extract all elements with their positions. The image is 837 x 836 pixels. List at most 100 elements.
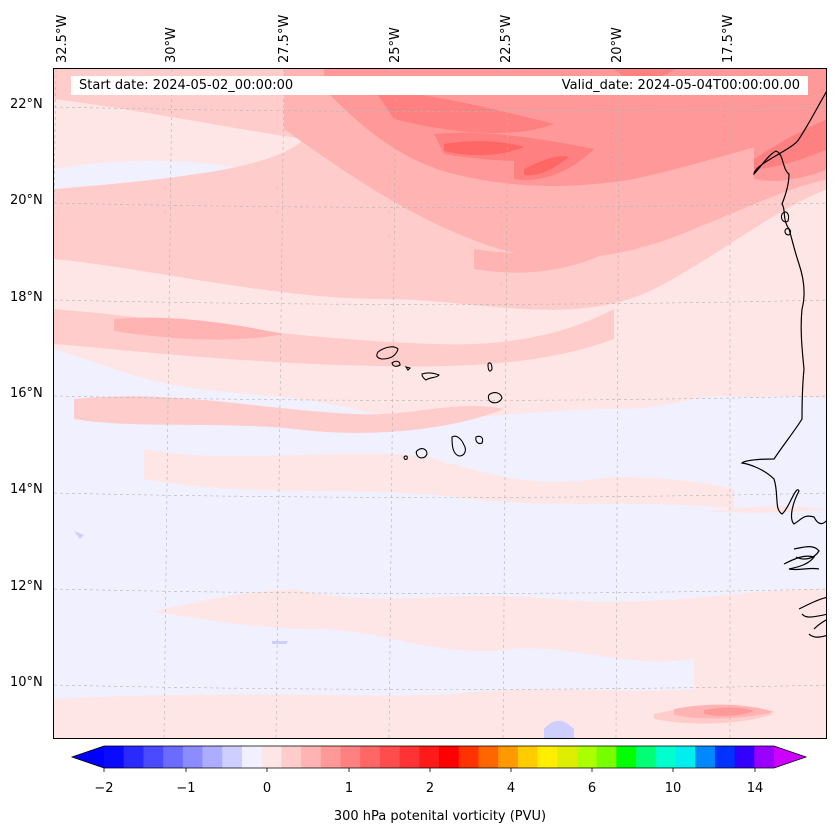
lat-label-22n: 22°N [10, 97, 43, 112]
lon-label-22-5w: 22.5°W [499, 14, 514, 63]
coastline-west-africa [793, 546, 820, 560]
island-brava [403, 455, 408, 460]
colorbar-segment [714, 746, 736, 768]
pv-contour-medium-pink [474, 229, 644, 273]
pv-contour-salmon [704, 707, 754, 716]
coastline-west-africa [783, 555, 820, 571]
gridline-lon [388, 69, 397, 738]
colorbar-tick-label: 14 [746, 781, 764, 796]
gridline-lon [502, 69, 509, 738]
colorbar-segment [439, 746, 460, 768]
island-sao-vicente [391, 360, 401, 367]
colorbar-segment [478, 746, 499, 768]
pv-contour-blue-speck [74, 531, 84, 539]
lon-label-17-5w: 17.5°W [721, 14, 736, 63]
pv-contour-light-blue [434, 396, 826, 492]
island-sal [487, 362, 493, 372]
colorbar-segment [517, 746, 539, 768]
cape-verde-islands [376, 346, 503, 460]
colorbar-segment [360, 746, 381, 768]
colorbar-segment [379, 746, 401, 768]
lon-label-20w: 20°W [610, 27, 625, 63]
colorbar-segment [537, 746, 558, 768]
graticule [54, 69, 826, 738]
lat-label-10n: 10°N [10, 675, 43, 690]
pv-contour-light-pink [144, 449, 734, 509]
colorbar-segment [576, 746, 598, 768]
island-santo-antao [376, 346, 399, 360]
colorbar-segment [596, 746, 617, 768]
colorbar-segment [675, 746, 696, 768]
pv-contour-red [754, 119, 826, 169]
pv-contour-red [524, 156, 569, 176]
colorbar-tick-label: 4 [506, 781, 516, 796]
colorbar-segment [458, 746, 479, 768]
colorbar-segment [320, 746, 341, 768]
colorbar-segment [202, 746, 223, 768]
colorbar-segment [222, 746, 243, 768]
pv-contour-red [444, 141, 524, 156]
colorbar-segment [301, 746, 322, 768]
colorbar-segment [281, 746, 302, 768]
colorbar-segment [104, 746, 125, 768]
pv-contour-medium-pink [114, 317, 284, 340]
pv-contour-light-blue [54, 606, 694, 699]
colorbar-segment [340, 746, 361, 768]
lat-label-20n: 20°N [10, 193, 43, 208]
colorbar-outline [70, 745, 808, 769]
island-boa-vista [487, 392, 503, 404]
island-sao-nicolau [421, 372, 440, 381]
coastline-island [780, 211, 790, 223]
pv-contour-light-blue [294, 509, 826, 602]
pv-contour-pink [54, 309, 614, 367]
date-info-bar: Start date: 2024-05-02_00:00:00 Valid_da… [71, 76, 808, 95]
coastline-island [784, 228, 791, 236]
valid-date-text: Valid_date: 2024-05-04T00:00:00.00 [561, 78, 800, 93]
colorbar-tick-label: 6 [587, 781, 597, 796]
gridline-lon [615, 69, 620, 738]
colorbar-tick-label: −2 [94, 781, 114, 796]
gridline-lon [163, 69, 173, 738]
lon-label-25w: 25°W [388, 27, 403, 63]
colorbar-segment [754, 746, 775, 768]
island-fogo [415, 448, 428, 459]
colorbar-segment [655, 746, 676, 768]
coastline-west-africa [798, 596, 826, 618]
lat-label-18n: 18°N [10, 290, 43, 305]
coastline-west-africa [740, 91, 826, 525]
colorbar-extend-high [774, 746, 806, 768]
lat-label-16n: 16°N [10, 386, 43, 401]
colorbar-segment [498, 746, 519, 768]
colorbar-segment [695, 746, 716, 768]
colorbar-extend-low [72, 746, 104, 768]
map-panel[interactable] [53, 68, 827, 739]
colorbar-segment [261, 746, 282, 768]
island-santiago [451, 435, 466, 457]
pv-contour-red [374, 89, 554, 134]
colorbar-tick-label: 10 [664, 781, 682, 796]
colorbar-segment [616, 746, 637, 768]
gridline-lon [275, 69, 285, 738]
lon-label-27-5w: 27.5°W [277, 14, 292, 63]
colorbar-segment [241, 746, 263, 768]
colorbar-tick-label: −1 [176, 781, 196, 796]
colorbar-segment [123, 746, 144, 768]
colorbar-segment [399, 746, 420, 768]
pv-contour-blue-speck [272, 641, 288, 644]
colorbar-ticks [103, 768, 756, 772]
start-date-text: Start date: 2024-05-02_00:00:00 [79, 78, 294, 93]
colorbar-tick-label: 2 [425, 781, 435, 796]
lat-label-14n: 14°N [10, 482, 43, 497]
colorbar-tick-label: 1 [344, 781, 354, 796]
pv-contour-pink [74, 396, 504, 433]
pv-field-map [54, 69, 826, 738]
colorbar-segment [143, 746, 164, 768]
colorbar-segment [182, 746, 204, 768]
lon-label-30w: 30°W [164, 27, 179, 63]
island-maio [475, 435, 484, 445]
colorbar-tick-label: 0 [262, 781, 272, 796]
coastline-west-africa [808, 619, 826, 638]
colorbar-segment [557, 746, 578, 768]
colorbar-segment [163, 746, 184, 768]
colorbar-label: 300 hPa potenital vorticity (PVU) [333, 809, 547, 824]
